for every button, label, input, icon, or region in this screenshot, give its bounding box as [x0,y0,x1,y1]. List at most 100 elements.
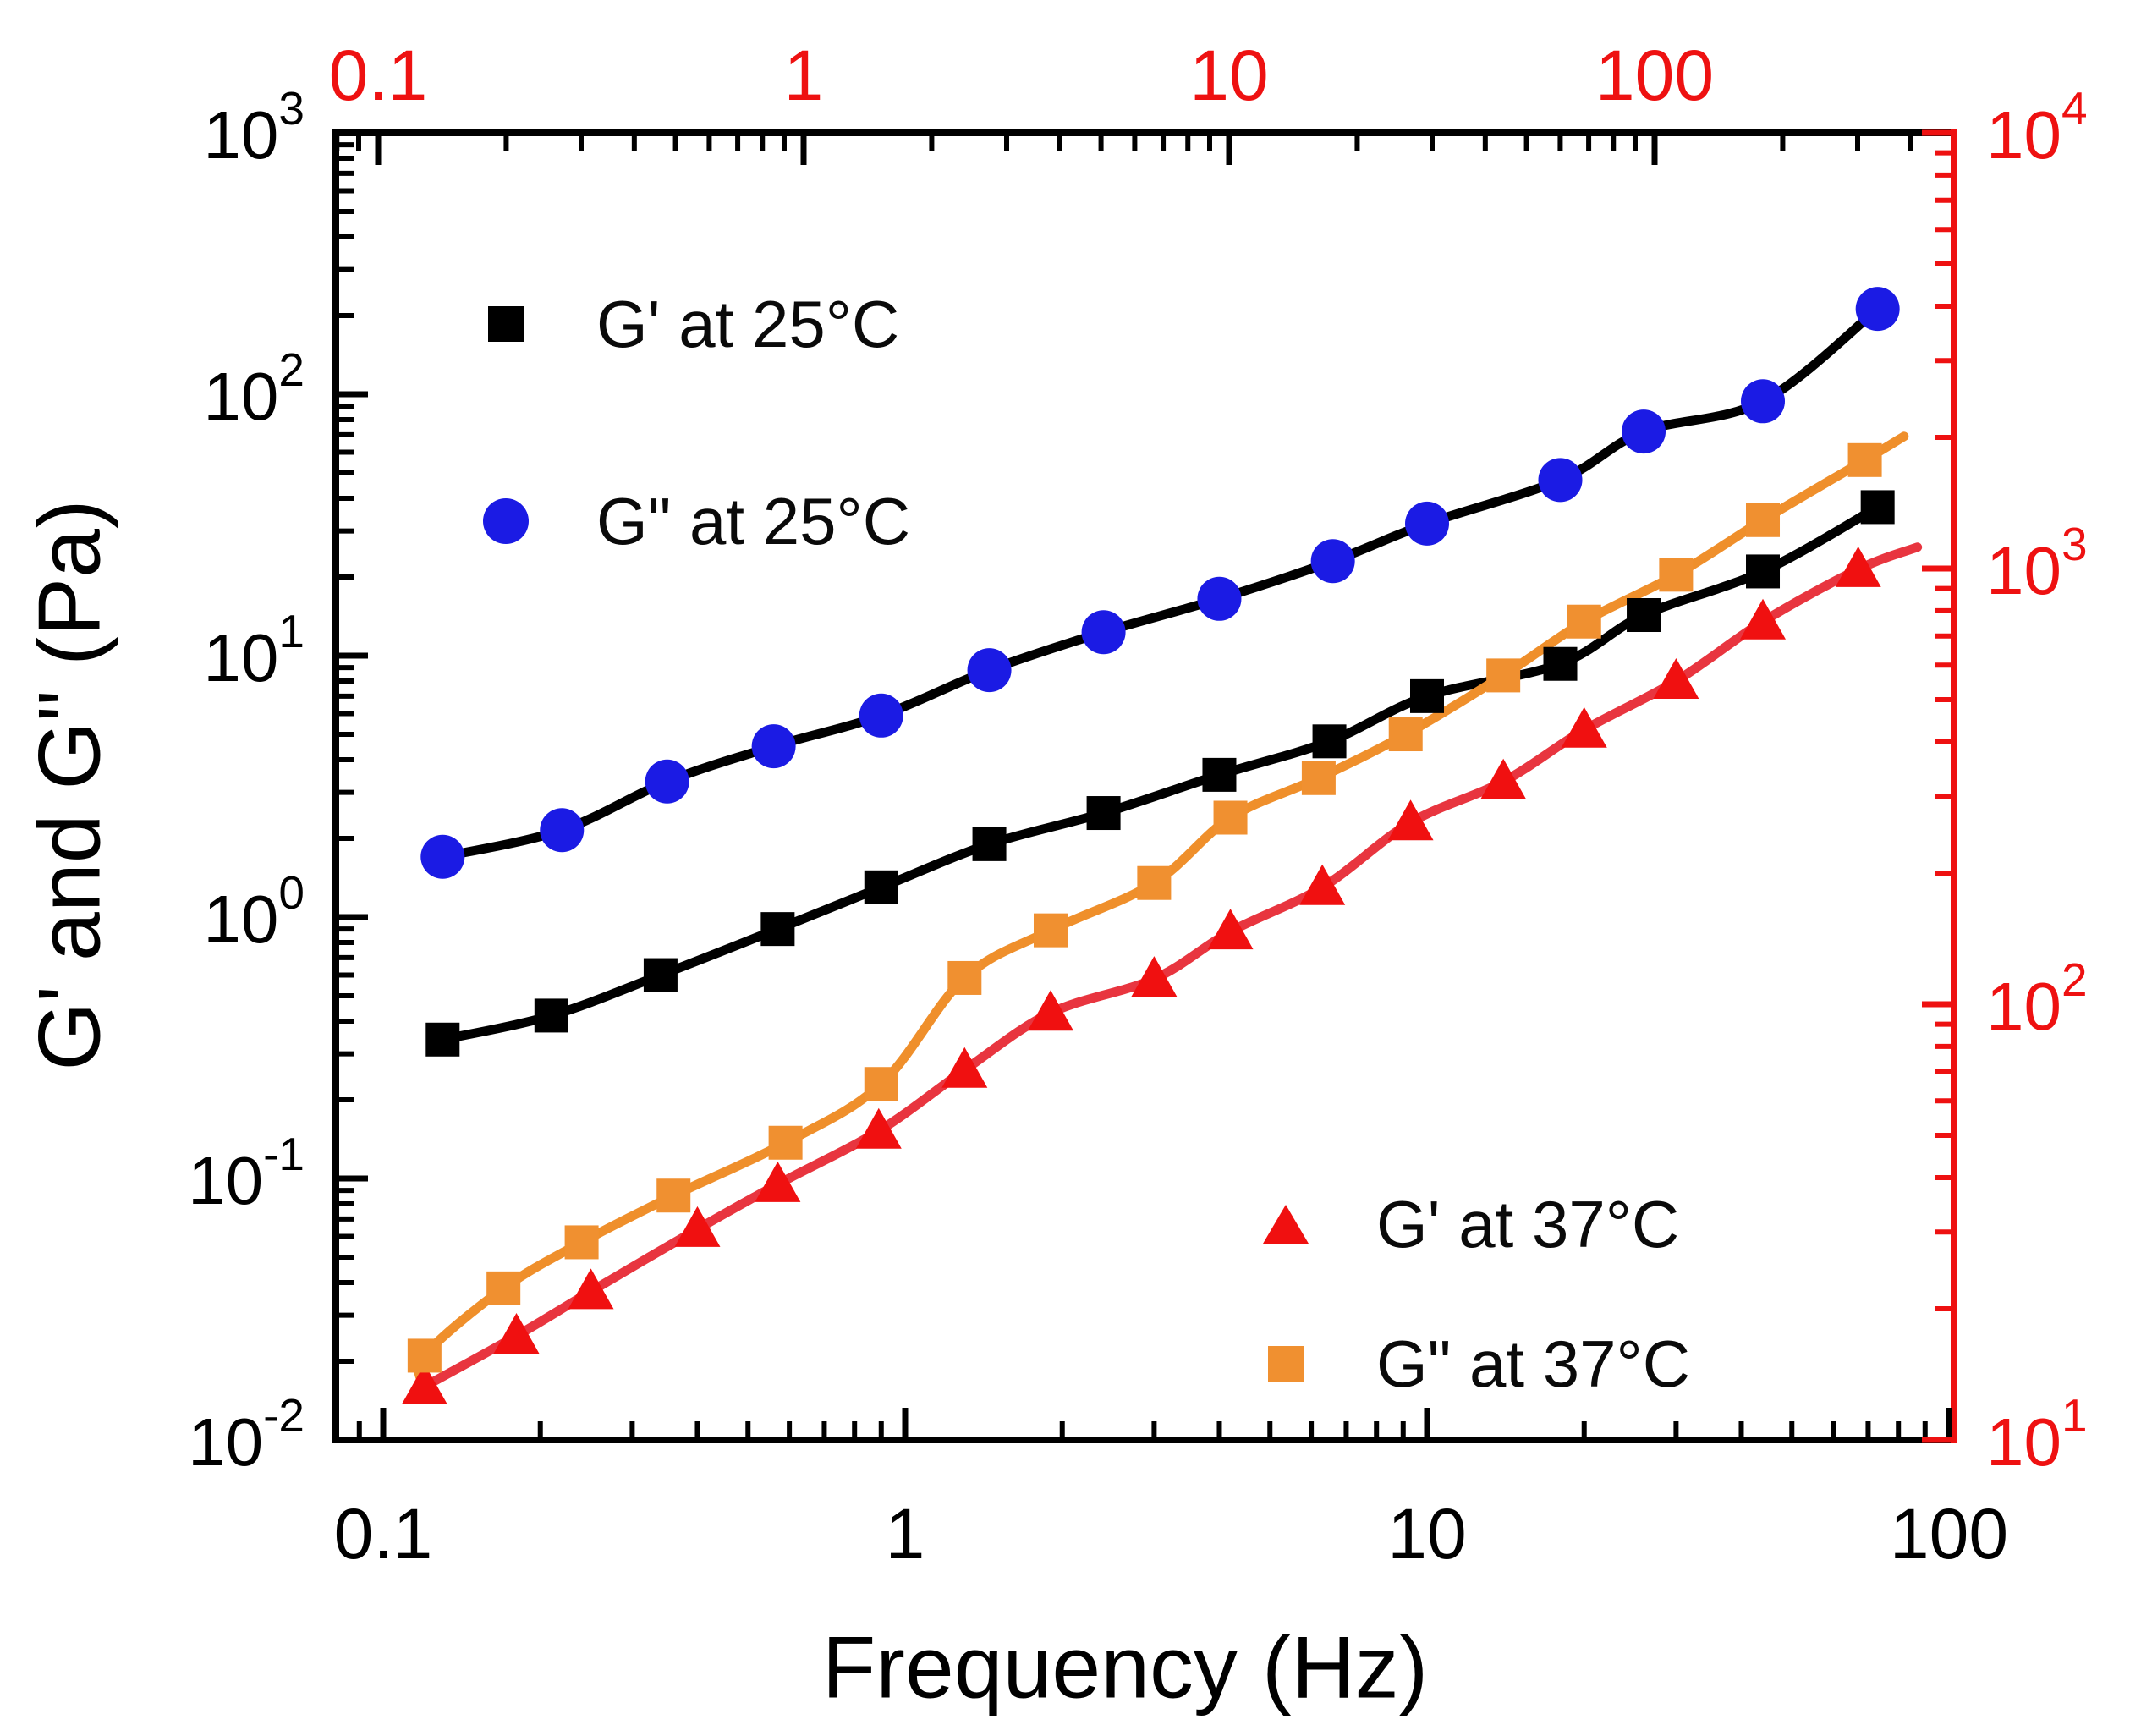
marker-triangle-gprime37 [1561,706,1607,748]
marker-circle-gdouble25 [1081,610,1126,655]
marker-square-gdouble37 [564,1225,599,1260]
legend-label: G" at 37°C [1376,1326,1691,1401]
marker-square-gprime25 [1746,554,1781,589]
marker-triangle-gprime37 [674,1206,721,1247]
marker-square-gprime25 [1312,724,1347,759]
marker-circle-gdouble25 [645,759,689,804]
marker-circle-gdouble25 [1741,379,1786,424]
legend-marker-box [479,498,533,544]
marker-square-gdouble37 [1567,604,1601,639]
marker-circle-gdouble25 [1405,501,1449,546]
marker-square-gdouble37 [1659,558,1694,592]
y-left-tick-label: 100 [203,866,305,957]
marker-square-gprime25 [534,998,568,1033]
marker-square-gdouble37 [1213,800,1248,835]
marker-square-gdouble37 [1137,865,1172,900]
x-bottom-tick-label: 1 [886,1494,925,1574]
black-square-icon [488,306,524,342]
legend-item-gdouble-37: G" at 37°C [1259,1317,1690,1410]
legend-marker-box [479,306,533,342]
marker-circle-gdouble25 [1310,539,1355,584]
x-bottom-tick-label: 0.1 [334,1494,433,1574]
legend-marker-box [1259,1205,1313,1244]
y-left-tick-label: 10-1 [188,1128,305,1218]
marker-triangle-gprime37 [568,1268,614,1310]
marker-triangle-gprime37 [1131,956,1178,997]
marker-square-gdouble37 [768,1125,803,1160]
marker-circle-gdouble25 [540,808,585,853]
y-left-tick-label: 10-2 [188,1389,305,1480]
marker-circle-gdouble25 [1622,409,1666,454]
marker-triangle-gprime37 [1207,909,1254,950]
marker-triangle-gprime37 [1027,990,1073,1031]
y-right-tick-label: 102 [1986,953,2088,1044]
marker-square-gprime25 [1543,646,1578,681]
marker-square-gprime25 [425,1022,460,1057]
marker-square-gdouble37 [407,1338,442,1373]
marker-square-gdouble37 [486,1271,521,1305]
marker-circle-gdouble25 [967,648,1012,693]
marker-square-gprime25 [1860,490,1895,525]
marker-triangle-gprime37 [1653,657,1699,699]
y-left-tick-label: 101 [203,605,305,695]
marker-square-gprime25 [864,870,898,904]
marker-square-gprime25 [1410,678,1444,713]
marker-triangle-gprime37 [1387,799,1434,841]
legend-label: G' at 25°C [596,286,900,361]
marker-circle-gdouble25 [1855,287,1900,332]
marker-square-gprime25 [643,958,678,992]
y-right-tick-label: 101 [1986,1389,2088,1480]
marker-triangle-gprime37 [1480,758,1527,799]
y-left-tick-label: 102 [203,343,305,434]
marker-square-gdouble37 [1847,442,1882,477]
marker-triangle-gprime37 [755,1161,801,1202]
marker-square-gdouble37 [1486,658,1521,693]
marker-circle-gdouble25 [420,834,465,879]
y-right-tick-label: 104 [1986,82,2088,173]
red-triangle-icon [1263,1205,1309,1244]
marker-triangle-gprime37 [401,1363,447,1404]
marker-triangle-gprime37 [855,1107,902,1149]
legend-label: G' at 37°C [1376,1186,1680,1261]
marker-square-gdouble37 [656,1178,691,1213]
y-left-tick-label: 103 [203,82,305,173]
marker-circle-gdouble25 [751,724,796,769]
marker-square-gdouble37 [864,1067,898,1101]
marker-square-gprime25 [760,912,795,947]
x-bottom-tick-label: 10 [1387,1494,1466,1574]
x-top-tick-label: 1 [784,36,824,115]
marker-square-gdouble37 [1388,717,1423,752]
marker-square-gprime25 [972,827,1007,861]
legend-item-gprime-37: G' at 37°C [1259,1178,1679,1271]
marker-square-gprime25 [1627,598,1661,633]
x-axis-title: Frequency (Hz) [821,1618,1429,1717]
marker-square-gdouble37 [947,960,982,995]
marker-square-gdouble37 [1033,913,1068,948]
legend-item-gdouble-25: G" at 25°C [479,475,910,568]
marker-circle-gdouble25 [859,693,903,738]
legend-marker-box [1259,1346,1313,1382]
x-top-tick-label: 100 [1595,36,1714,115]
x-top-tick-label: 10 [1189,36,1268,115]
orange-square-icon [1268,1346,1304,1382]
y-axis-title: G' and G" (Pa) [20,499,119,1071]
marker-square-gprime25 [1086,796,1121,831]
legend-item-gprime-25: G' at 25°C [479,277,899,371]
x-bottom-tick-label: 100 [1890,1494,2008,1574]
legend-label: G" at 25°C [596,483,911,558]
x-top-tick-label: 0.1 [329,36,428,115]
marker-triangle-gprime37 [1299,864,1346,905]
marker-circle-gdouble25 [1197,576,1242,621]
marker-triangle-gprime37 [1740,598,1787,640]
y-right-tick-label: 103 [1986,518,2088,608]
marker-square-gprime25 [1202,757,1237,792]
marker-square-gdouble37 [1301,761,1336,795]
marker-triangle-gprime37 [493,1313,540,1354]
marker-triangle-gprime37 [1835,546,1881,587]
blue-circle-icon [483,498,529,544]
marker-triangle-gprime37 [941,1047,988,1088]
marker-circle-gdouble25 [1538,458,1583,503]
marker-square-gdouble37 [1746,503,1781,537]
